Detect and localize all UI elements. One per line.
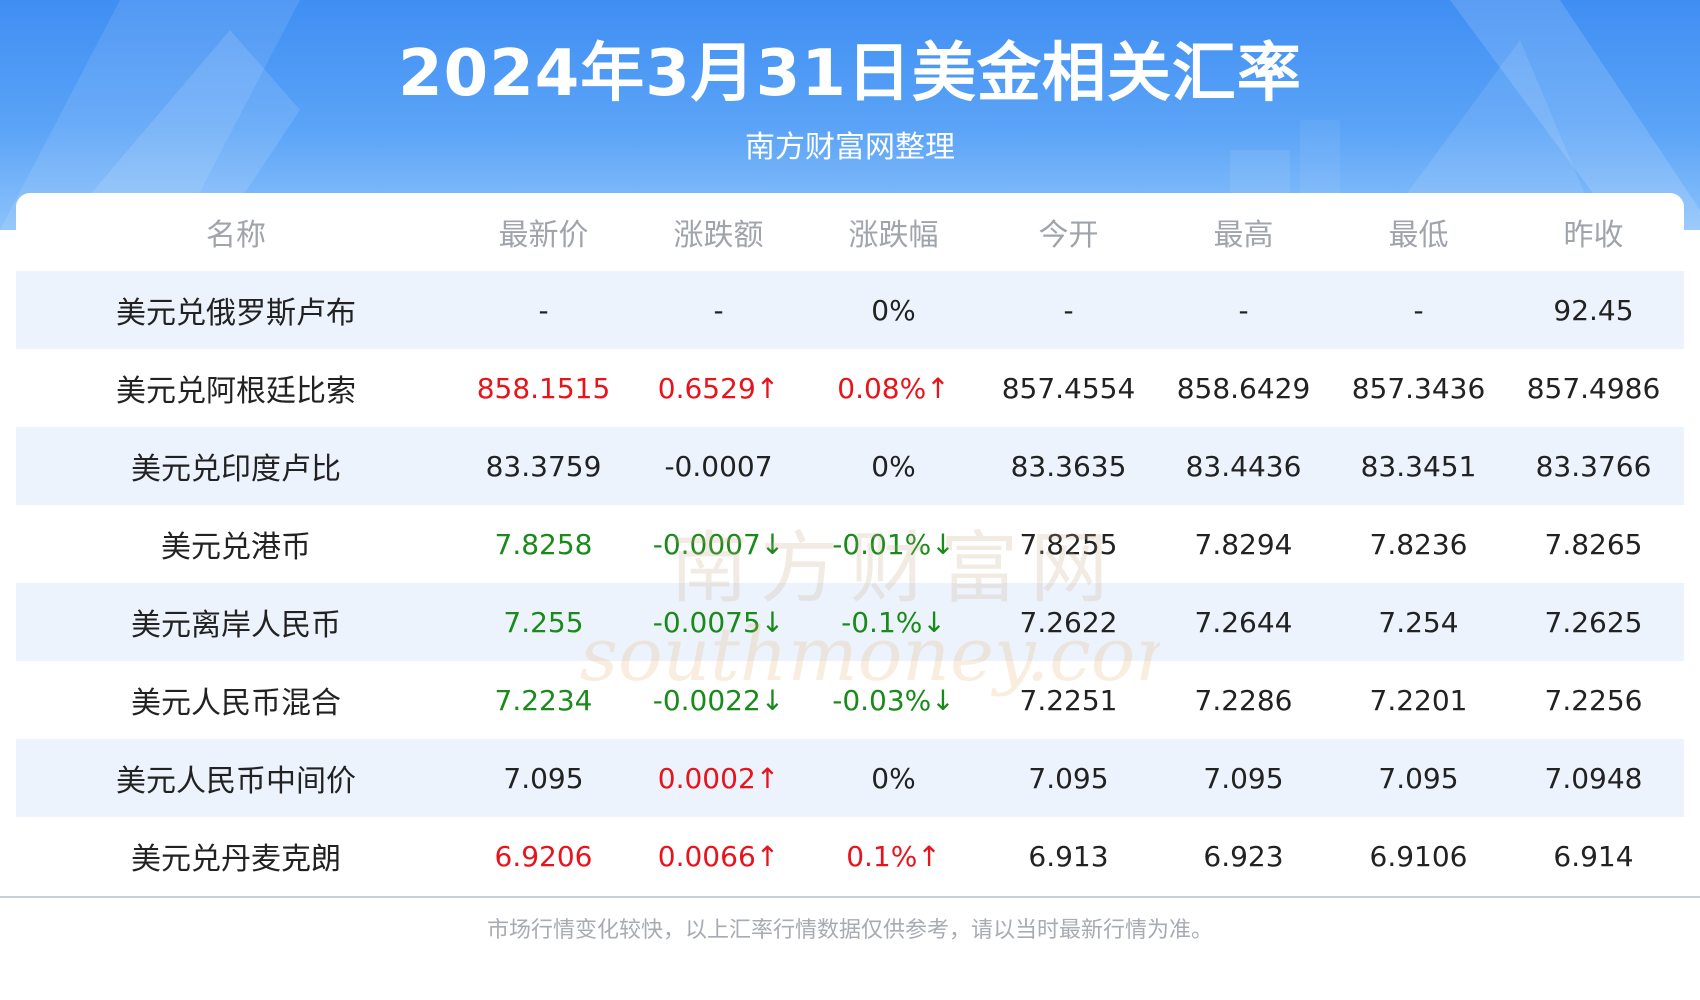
cell-change: -0.0022↓ <box>652 683 785 717</box>
cell-pct: 0.08%↑ <box>837 371 950 405</box>
cell-high: 83.4436 <box>1185 449 1302 483</box>
table-row: 美元兑俄罗斯卢布 - - 0% - - - 92.45 <box>16 271 1684 349</box>
cell-low: 7.2201 <box>1369 683 1468 717</box>
cell-prev: 83.3766 <box>1535 449 1652 483</box>
cell-open: 7.8255 <box>1019 527 1118 561</box>
cell-name: 美元兑阿根廷比索 <box>116 374 356 409</box>
cell-pct: 0% <box>871 761 916 795</box>
cell-prev: 92.45 <box>1553 293 1634 327</box>
col-header-low: 最低 <box>1388 218 1449 253</box>
cell-name: 美元兑俄罗斯卢布 <box>116 296 356 331</box>
cell-high: 7.2644 <box>1194 605 1293 639</box>
table-row: 美元兑港币 7.8258 -0.0007↓ -0.01%↓ 7.8255 7.8… <box>16 505 1684 583</box>
cell-change: -0.0007↓ <box>652 527 785 561</box>
bottom-divider <box>0 896 1700 898</box>
cell-pct: -0.1%↓ <box>841 605 946 639</box>
cell-open: 7.2622 <box>1019 605 1118 639</box>
cell-high: 7.2286 <box>1194 683 1293 717</box>
cell-latest: - <box>538 293 549 327</box>
cell-high: 858.6429 <box>1176 371 1311 405</box>
cell-change: 0.0066↑ <box>657 839 780 873</box>
cell-prev: 6.914 <box>1553 839 1634 873</box>
cell-latest: 7.095 <box>503 761 584 795</box>
cell-pct: 0.1%↑ <box>846 839 941 873</box>
cell-high: 6.923 <box>1203 839 1284 873</box>
cell-high: 7.8294 <box>1194 527 1293 561</box>
cell-prev: 7.8265 <box>1544 527 1643 561</box>
cell-low: 7.8236 <box>1369 527 1468 561</box>
cell-open: - <box>1063 293 1074 327</box>
col-header-latest: 最新价 <box>498 218 589 253</box>
disclaimer-footer: 市场行情变化较快，以上汇率行情数据仅供参考，请以当时最新行情为准。 <box>486 918 1213 943</box>
cell-pct: 0% <box>871 449 916 483</box>
col-header-high: 最高 <box>1213 218 1274 253</box>
table-row: 美元人民币混合 7.2234 -0.0022↓ -0.03%↓ 7.2251 7… <box>16 661 1684 739</box>
table-header: 名称 最新价 涨跌额 涨跌幅 今开 最高 最低 昨收 <box>16 193 1684 271</box>
cell-low: 83.3451 <box>1360 449 1477 483</box>
cell-name: 美元兑港币 <box>161 530 311 565</box>
col-header-prev: 昨收 <box>1563 218 1624 253</box>
cell-open: 857.4554 <box>1001 371 1136 405</box>
cell-low: 7.095 <box>1378 761 1459 795</box>
col-header-open: 今开 <box>1038 218 1099 253</box>
cell-pct: -0.03%↓ <box>832 683 955 717</box>
cell-low: 7.254 <box>1378 605 1459 639</box>
cell-open: 6.913 <box>1028 839 1109 873</box>
cell-open: 83.3635 <box>1010 449 1127 483</box>
table-body: 美元兑俄罗斯卢布 - - 0% - - - 92.45 美元兑阿根廷比索 858… <box>16 271 1684 895</box>
cell-name: 美元兑印度卢比 <box>131 452 341 487</box>
cell-change: - <box>713 293 724 327</box>
cell-name: 美元人民币混合 <box>131 686 341 721</box>
cell-name: 美元兑丹麦克朗 <box>131 842 341 877</box>
page-subtitle: 南方财富网整理 <box>745 130 955 165</box>
cell-change: 0.0002↑ <box>657 761 780 795</box>
cell-prev: 7.0948 <box>1544 761 1643 795</box>
col-header-change: 涨跌额 <box>673 218 764 253</box>
cell-change: 0.6529↑ <box>657 371 780 405</box>
cell-name: 美元离岸人民币 <box>131 608 341 643</box>
cell-latest: 6.9206 <box>494 839 593 873</box>
cell-prev: 857.4986 <box>1526 371 1661 405</box>
page-title: 2024年3月31日美金相关汇率 <box>398 37 1302 111</box>
cell-open: 7.2251 <box>1019 683 1118 717</box>
cell-latest: 7.255 <box>503 605 584 639</box>
cell-latest: 7.8258 <box>494 527 593 561</box>
cell-high: - <box>1238 293 1249 327</box>
col-header-pct: 涨跌幅 <box>848 218 939 253</box>
cell-latest: 83.3759 <box>485 449 602 483</box>
cell-low: - <box>1413 293 1424 327</box>
table-row: 美元离岸人民币 7.255 -0.0075↓ -0.1%↓ 7.2622 7.2… <box>16 583 1684 661</box>
cell-low: 6.9106 <box>1369 839 1468 873</box>
cell-change: -0.0007 <box>664 449 773 483</box>
cell-latest: 858.1515 <box>476 371 611 405</box>
cell-latest: 7.2234 <box>494 683 593 717</box>
col-header-name: 名称 <box>206 218 266 253</box>
table-row: 美元兑阿根廷比索 858.1515 0.6529↑ 0.08%↑ 857.455… <box>16 349 1684 427</box>
cell-open: 7.095 <box>1028 761 1109 795</box>
cell-change: -0.0075↓ <box>652 605 785 639</box>
cell-low: 857.3436 <box>1351 371 1486 405</box>
cell-pct: 0% <box>871 293 916 327</box>
header-banner: 2024年3月31日美金相关汇率 南方财富网整理 <box>0 0 1700 230</box>
cell-prev: 7.2256 <box>1544 683 1643 717</box>
cell-name: 美元人民币中间价 <box>116 764 356 799</box>
table-row: 美元兑丹麦克朗 6.9206 0.0066↑ 0.1%↑ 6.913 6.923… <box>16 817 1684 895</box>
cell-pct: -0.01%↓ <box>832 527 955 561</box>
table-row: 美元人民币中间价 7.095 0.0002↑ 0% 7.095 7.095 7.… <box>16 739 1684 817</box>
cell-high: 7.095 <box>1203 761 1284 795</box>
cell-prev: 7.2625 <box>1544 605 1643 639</box>
table-row: 美元兑印度卢比 83.3759 -0.0007 0% 83.3635 83.44… <box>16 427 1684 505</box>
